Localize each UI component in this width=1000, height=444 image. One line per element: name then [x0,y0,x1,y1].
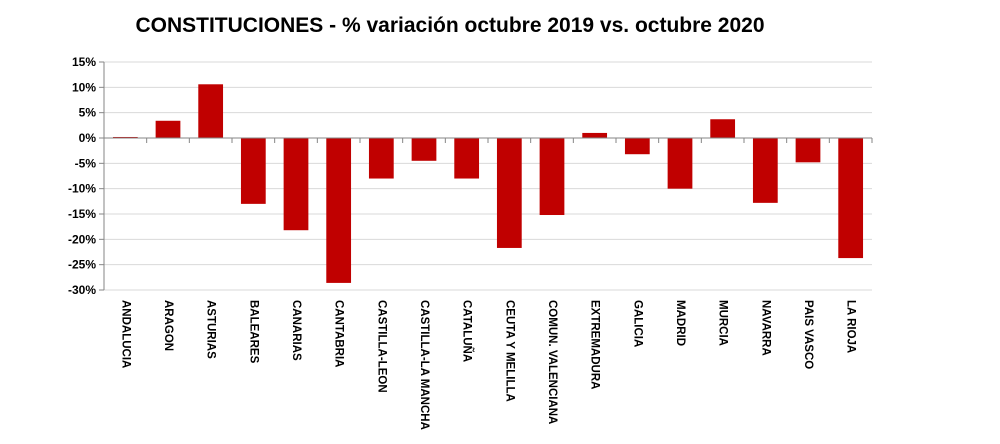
y-tick-label: 5% [79,106,97,120]
bar [795,138,821,163]
bar [240,138,266,204]
bar [283,138,309,231]
y-tick-label: 15% [72,55,96,69]
y-tick-label: -5% [75,156,97,170]
x-tick-label: EXTREMADURA [589,300,601,389]
bar [752,138,778,203]
y-tick-label: -10% [68,182,96,196]
bar [368,138,394,179]
bar [667,138,693,189]
x-tick-label: CASTILLA-LA MANCHA [418,300,430,430]
x-tick-label: MADRID [674,300,686,346]
x-tick-label: CANTABRIA [333,300,345,368]
x-tick-label: MURCIA [717,300,729,346]
x-tick-label: NAVARRA [759,300,771,356]
y-tick-label: 0% [79,131,97,145]
bar [838,138,864,259]
y-tick-label: 10% [72,80,96,94]
y-tick-label: -25% [68,258,96,272]
bar [326,138,352,283]
bar [582,132,608,138]
bar [710,119,736,138]
y-tick-label: -20% [68,232,96,246]
bar [496,138,522,248]
x-tick-label: COMUN. VALENCIANA [546,300,558,424]
x-tick-label: ASTURIAS [205,300,217,359]
bar [454,138,480,179]
chart-title: CONSTITUCIONES - % variación octubre 201… [135,14,765,37]
y-tick-label: -30% [68,283,96,297]
bar [112,136,138,138]
x-tick-label: ANDALUCIA [119,300,131,368]
x-tick-label: CANARIAS [290,300,302,361]
x-tick-label: BALEARES [247,300,259,364]
x-tick-label: CATALUÑA [461,300,474,362]
x-tick-label: PAIS VASCO [802,300,814,369]
x-tick-label: CASTILLA-LEON [375,300,387,393]
bar [539,138,565,216]
x-tick-label: LA RIOJA [845,300,857,353]
bar [411,138,437,161]
x-tick-label: ARAGON [162,300,174,351]
bar [624,138,650,155]
x-tick-label: GALICIA [631,300,643,347]
bar [198,84,224,138]
x-tick-label: CEUTA Y MELILLA [503,300,515,402]
bar [155,120,181,138]
y-tick-label: -15% [68,207,96,221]
